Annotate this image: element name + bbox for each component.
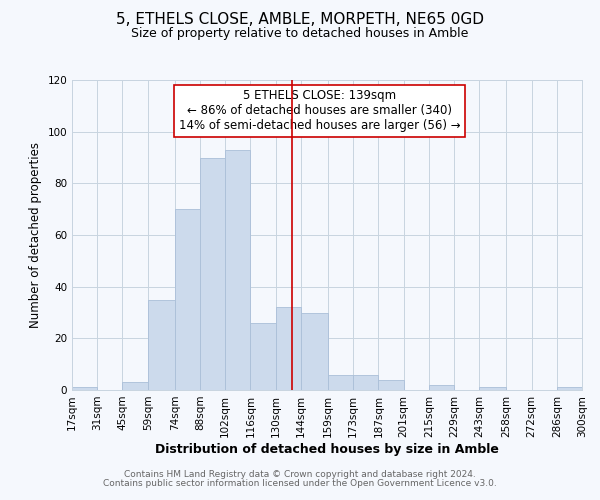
Bar: [148, 300, 175, 390]
Bar: [429, 385, 454, 390]
Bar: [353, 374, 379, 390]
Bar: [557, 388, 582, 390]
X-axis label: Distribution of detached houses by size in Amble: Distribution of detached houses by size …: [155, 442, 499, 456]
Bar: [72, 388, 97, 390]
Bar: [225, 150, 250, 390]
Bar: [328, 374, 353, 390]
Bar: [479, 388, 506, 390]
Bar: [200, 158, 225, 390]
Text: 5 ETHELS CLOSE: 139sqm
← 86% of detached houses are smaller (340)
14% of semi-de: 5 ETHELS CLOSE: 139sqm ← 86% of detached…: [179, 90, 460, 132]
Bar: [301, 312, 328, 390]
Bar: [122, 382, 148, 390]
Bar: [275, 308, 301, 390]
Y-axis label: Number of detached properties: Number of detached properties: [29, 142, 42, 328]
Text: Contains public sector information licensed under the Open Government Licence v3: Contains public sector information licen…: [103, 479, 497, 488]
Text: Contains HM Land Registry data © Crown copyright and database right 2024.: Contains HM Land Registry data © Crown c…: [124, 470, 476, 479]
Text: Size of property relative to detached houses in Amble: Size of property relative to detached ho…: [131, 28, 469, 40]
Bar: [379, 380, 404, 390]
Bar: [250, 323, 275, 390]
Text: 5, ETHELS CLOSE, AMBLE, MORPETH, NE65 0GD: 5, ETHELS CLOSE, AMBLE, MORPETH, NE65 0G…: [116, 12, 484, 28]
Bar: [175, 209, 200, 390]
